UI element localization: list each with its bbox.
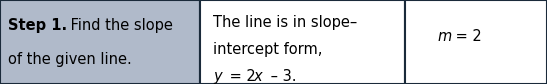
Text: x: x <box>254 69 263 84</box>
Text: = 2: = 2 <box>225 69 256 84</box>
Text: of the given line.: of the given line. <box>8 52 132 67</box>
Text: intercept form,: intercept form, <box>213 42 323 57</box>
Text: – 3.: – 3. <box>266 69 296 84</box>
Text: Find the slope: Find the slope <box>66 18 172 34</box>
Bar <box>0 0 200 84</box>
Text: = 2: = 2 <box>451 29 482 44</box>
Text: y: y <box>213 69 222 84</box>
Bar <box>405 0 547 84</box>
Text: Step 1.: Step 1. <box>8 18 67 34</box>
Text: m: m <box>438 29 452 44</box>
Bar <box>200 0 405 84</box>
Text: The line is in slope–: The line is in slope– <box>213 15 358 30</box>
